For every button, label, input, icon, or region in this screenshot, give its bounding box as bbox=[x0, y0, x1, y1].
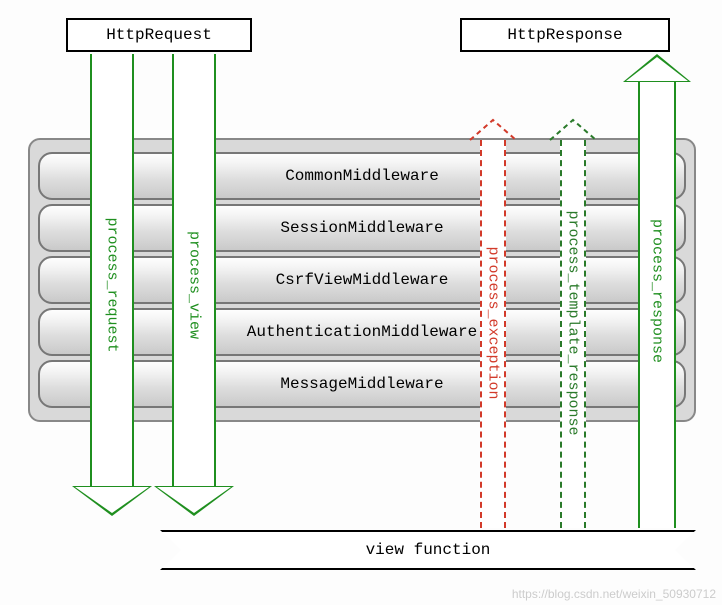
http-response-label: HttpResponse bbox=[507, 26, 622, 44]
process_response-arrow: process_response bbox=[638, 54, 676, 528]
http-response-box: HttpResponse bbox=[460, 18, 670, 52]
middleware-row: CsrfViewMiddleware bbox=[38, 256, 686, 304]
middleware-row: SessionMiddleware bbox=[38, 204, 686, 252]
mw-label: CommonMiddleware bbox=[285, 167, 439, 185]
mw-label: CsrfViewMiddleware bbox=[276, 271, 449, 289]
process_response-label: process_response bbox=[649, 219, 666, 363]
process_view-arrow: process_view bbox=[172, 54, 216, 516]
http-request-box: HttpRequest bbox=[66, 18, 252, 52]
middleware-row: CommonMiddleware bbox=[38, 152, 686, 200]
middleware-row: AuthenticationMiddleware bbox=[38, 308, 686, 356]
view-function-box: view function bbox=[160, 530, 696, 570]
process_template_response-arrow: process_template_response bbox=[560, 118, 586, 528]
http-request-label: HttpRequest bbox=[106, 26, 212, 44]
mw-label: MessageMiddleware bbox=[280, 375, 443, 393]
mw-label: SessionMiddleware bbox=[280, 219, 443, 237]
process_template_response-label: process_template_response bbox=[565, 210, 582, 435]
process_request-arrow: process_request bbox=[90, 54, 134, 516]
process_exception-arrow: process_exception bbox=[480, 118, 506, 528]
view-function-label: view function bbox=[366, 541, 491, 559]
process_view-label: process_view bbox=[186, 231, 203, 339]
process_exception-label: process_exception bbox=[485, 246, 502, 399]
middleware-row: MessageMiddleware bbox=[38, 360, 686, 408]
process_request-label: process_request bbox=[104, 217, 121, 352]
mw-label: AuthenticationMiddleware bbox=[247, 323, 477, 341]
diagram-root: HttpRequest HttpResponse CommonMiddlewar… bbox=[28, 18, 696, 578]
watermark: https://blog.csdn.net/weixin_50930712 bbox=[512, 587, 716, 601]
